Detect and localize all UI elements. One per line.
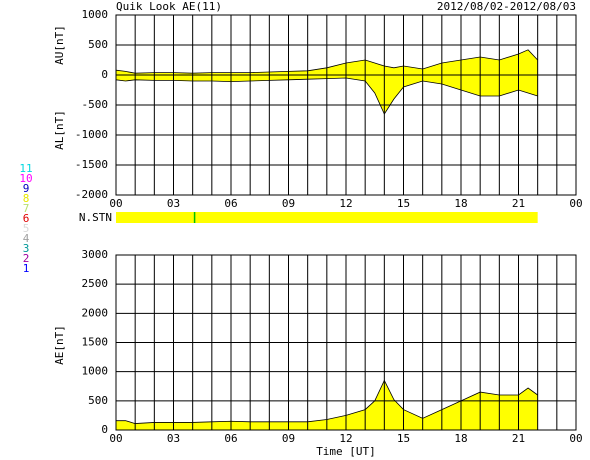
area bbox=[116, 75, 538, 114]
x-tick-label: 00 bbox=[569, 197, 582, 210]
plot-frame bbox=[115, 254, 577, 431]
x-tick-label: 18 bbox=[454, 432, 467, 445]
station-label: 9 bbox=[23, 182, 30, 195]
station-label: 4 bbox=[23, 232, 30, 245]
y-axis-label: AL[nT] bbox=[53, 110, 66, 150]
area bbox=[116, 49, 538, 75]
x-tick-label: 18 bbox=[454, 197, 467, 210]
x-axis-label: Time [UT] bbox=[316, 445, 376, 458]
chart-title: Quik Look AE(11) bbox=[116, 0, 222, 13]
y-axis-label: AU[nT] bbox=[53, 25, 66, 65]
y-tick-label: 0 bbox=[101, 423, 108, 436]
x-tick-label: 06 bbox=[224, 432, 237, 445]
station-label: 3 bbox=[23, 242, 30, 255]
station-label: 10 bbox=[19, 172, 32, 185]
y-tick-label: 2000 bbox=[82, 306, 109, 319]
y-tick-label: -1500 bbox=[75, 158, 108, 171]
y-tick-label: -1000 bbox=[75, 128, 108, 141]
station-label: 5 bbox=[23, 222, 30, 235]
station-label: 1 bbox=[23, 262, 30, 275]
y-tick-label: 1000 bbox=[82, 8, 109, 21]
x-tick-label: 12 bbox=[339, 197, 352, 210]
y-tick-label: -2000 bbox=[75, 188, 108, 201]
station-label: 6 bbox=[23, 212, 30, 225]
x-tick-label: 15 bbox=[397, 197, 410, 210]
area bbox=[116, 380, 538, 430]
x-tick-label: 00 bbox=[109, 432, 122, 445]
date-range: 2012/08/02-2012/08/03 bbox=[437, 0, 576, 13]
x-tick-label: 12 bbox=[339, 432, 352, 445]
station-label: 8 bbox=[23, 192, 30, 205]
station-label: 11 bbox=[19, 162, 32, 175]
y-axis-label: AE[nT] bbox=[53, 325, 66, 365]
y-tick-label: 1000 bbox=[82, 365, 109, 378]
nstn-bar bbox=[116, 212, 538, 223]
x-tick-label: 09 bbox=[282, 432, 295, 445]
x-tick-label: 00 bbox=[569, 432, 582, 445]
x-tick-label: 21 bbox=[512, 197, 525, 210]
y-tick-label: 3000 bbox=[82, 248, 109, 261]
y-tick-label: 1500 bbox=[82, 336, 109, 349]
y-tick-label: 500 bbox=[88, 394, 108, 407]
x-tick-label: 06 bbox=[224, 197, 237, 210]
station-label: 2 bbox=[23, 252, 30, 265]
x-tick-label: 09 bbox=[282, 197, 295, 210]
x-tick-label: 03 bbox=[167, 197, 180, 210]
x-tick-label: 15 bbox=[397, 432, 410, 445]
y-tick-label: -500 bbox=[82, 98, 109, 111]
x-tick-label: 03 bbox=[167, 432, 180, 445]
station-label: 7 bbox=[23, 202, 30, 215]
y-tick-label: 2500 bbox=[82, 277, 109, 290]
y-tick-label: 0 bbox=[101, 68, 108, 81]
x-tick-label: 21 bbox=[512, 432, 525, 445]
plot-frame bbox=[115, 14, 577, 196]
x-tick-label: 00 bbox=[109, 197, 122, 210]
y-tick-label: 500 bbox=[88, 38, 108, 51]
nstn-label: N.STN bbox=[79, 211, 112, 224]
